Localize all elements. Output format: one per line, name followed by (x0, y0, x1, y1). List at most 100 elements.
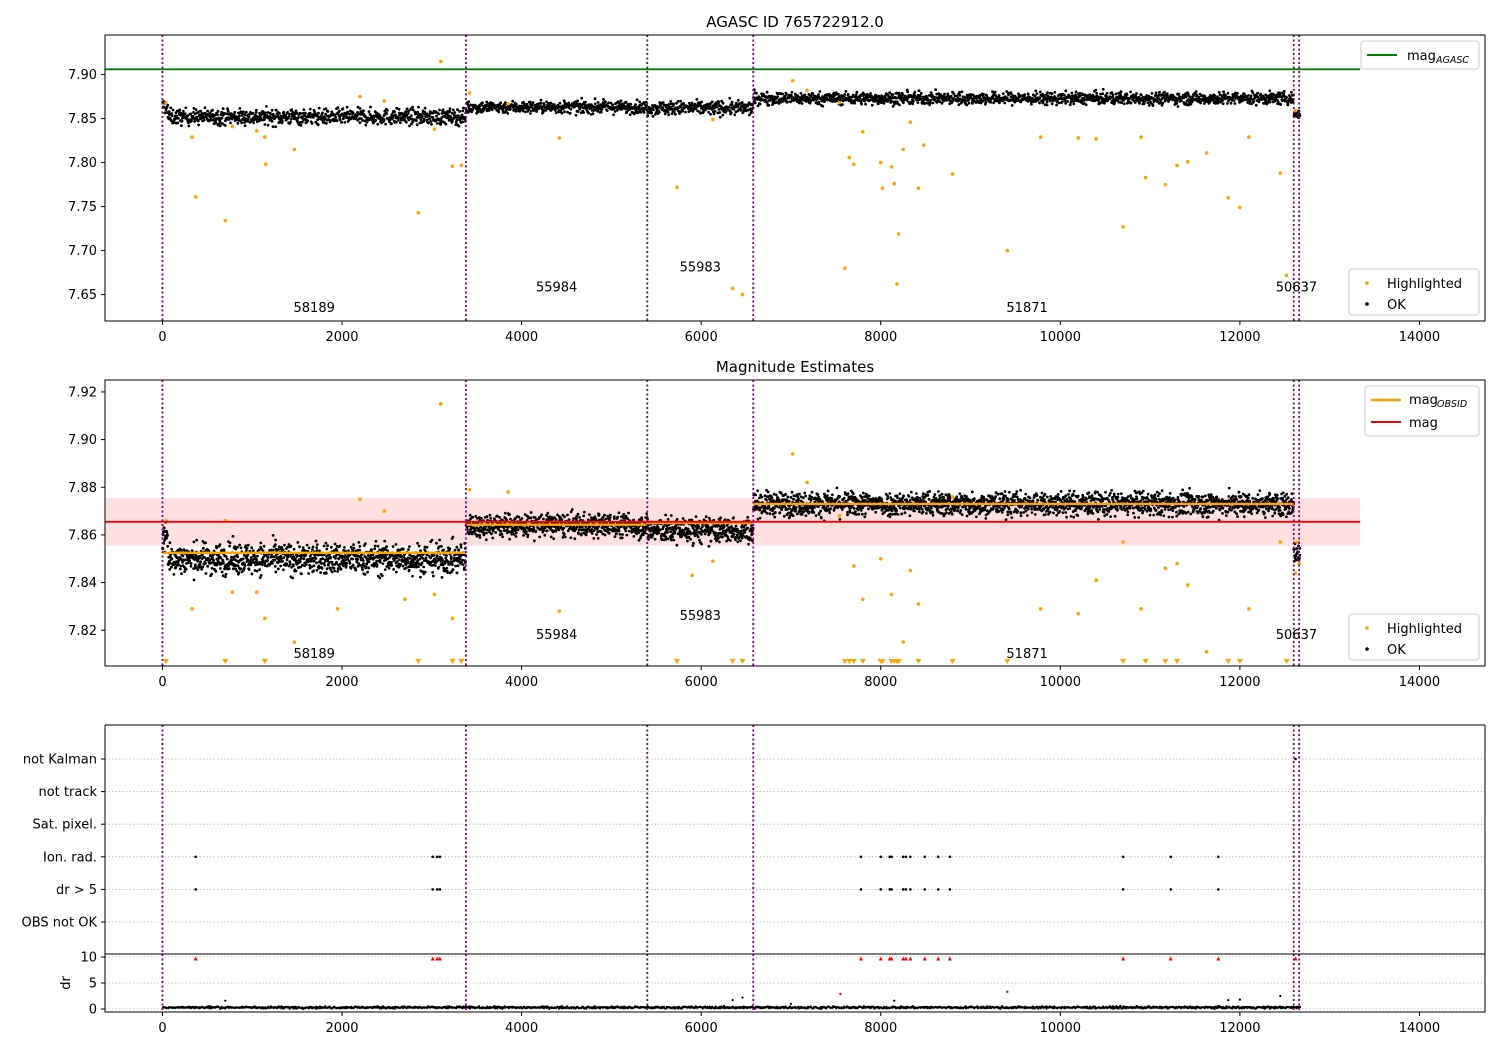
agasc-highlighted-point (790, 78, 795, 83)
agasc-highlighted-point (164, 100, 168, 105)
agasc-ok-point (1041, 100, 1045, 104)
estimates-ok-point (421, 556, 425, 560)
agasc-highlighted-point (740, 292, 745, 297)
agasc-highlighted-point (730, 286, 735, 291)
agasc-ok-point (243, 113, 247, 117)
agasc-ok-point (223, 124, 227, 127)
agasc-ok-point (1214, 101, 1218, 105)
estimates-ok-point (315, 543, 319, 546)
agasc-ok-point (286, 110, 289, 114)
agasc-ok-point (191, 114, 195, 118)
agasc-ok-point (631, 107, 635, 110)
estimates-ok-point (180, 572, 183, 576)
estimates-ok-point (279, 564, 282, 568)
estimates-ok-point (244, 544, 248, 548)
agasc-ok-point (690, 101, 694, 105)
estimates-ok-point (563, 515, 566, 519)
estimates-ok-point (390, 561, 393, 564)
estimates-ok-point (201, 547, 205, 550)
agasc-ok-point (216, 110, 220, 113)
agasc-ok-point (477, 110, 480, 114)
estimates-ok-point (356, 557, 359, 561)
agasc-ok-point (224, 119, 227, 123)
estimates-ok-point (455, 545, 459, 549)
agasc-ok-point (657, 110, 661, 114)
estimates-ok-point (592, 537, 596, 540)
agasc-ok-point (179, 111, 183, 115)
agasc-ok-point (785, 93, 788, 96)
agasc-highlighted-point (1005, 248, 1010, 253)
estimates-ok-point (520, 517, 524, 520)
agasc-ok-point (461, 120, 465, 124)
estimates-ok-point (580, 532, 583, 536)
estimates-ok-point (312, 569, 316, 573)
agasc-ok-point (451, 119, 454, 123)
estimates-ok-point (609, 513, 612, 517)
agasc-ok-point (913, 90, 917, 94)
agasc-highlighted-point (852, 162, 856, 167)
agasc-ok-point (1159, 99, 1163, 102)
agasc-ok-point (711, 104, 715, 108)
agasc-ok-point (709, 112, 712, 116)
agasc-ok-point (429, 120, 433, 123)
estimates-ok-point (214, 569, 218, 573)
agasc-ok-point (721, 101, 725, 105)
agasc-ok-point (254, 108, 258, 112)
agasc-ok-point (1242, 92, 1246, 96)
agasc-ok-point (549, 101, 553, 105)
agasc-ok-point (563, 110, 566, 114)
estimates-ok-point (206, 564, 210, 568)
estimates-ok-point (236, 545, 239, 549)
agasc-ok-point (1276, 100, 1280, 103)
agasc-highlighted-point (950, 172, 955, 176)
estimates-ok-point (604, 517, 608, 521)
agasc-ok-point (345, 105, 349, 109)
estimates-ok-point (295, 555, 299, 558)
agasc-ok-point (958, 93, 962, 97)
agasc-ok-point (634, 103, 637, 106)
agasc-ok-point (1211, 98, 1215, 102)
agasc-ok-point (1279, 103, 1283, 106)
agasc-ok-point (1094, 88, 1098, 92)
agasc-ok-point (568, 111, 572, 115)
estimates-ok-point (239, 546, 243, 550)
estimates-ok-point (174, 565, 178, 569)
agasc-ok-point (993, 90, 997, 94)
agasc-ok-point (645, 104, 649, 108)
estimates-ok-point (595, 533, 598, 536)
agasc-ok-point (624, 107, 627, 111)
estimates-ok-point (459, 543, 463, 546)
agasc-ok-point (446, 116, 450, 120)
agasc-ok-point (523, 110, 527, 114)
agasc-ok-point (960, 90, 964, 94)
agasc-ok-point (238, 114, 241, 118)
agasc-highlighted-point (889, 165, 894, 169)
agasc-ok-point (1120, 101, 1124, 105)
estimates-ok-point (311, 545, 315, 549)
estimates-ok-point (424, 556, 428, 560)
agasc-ok-point (415, 119, 418, 123)
agasc-ok-point (642, 111, 646, 114)
agasc-ok-point (362, 109, 365, 113)
estimates-ok-point (358, 548, 361, 552)
agasc-ok-point (730, 100, 734, 104)
agasc-ok-point (336, 106, 340, 109)
estimates-ok-point (446, 560, 450, 564)
estimates-ok-point (201, 565, 205, 569)
agasc-ok-point (278, 112, 281, 115)
estimates-ok-point (435, 554, 439, 558)
agasc-ok-point (828, 94, 831, 98)
agasc-highlighted-point (416, 210, 421, 215)
agasc-ok-point (1154, 93, 1157, 97)
estimates-ok-point (296, 541, 300, 544)
agasc-ok-point (787, 96, 791, 100)
agasc-ok-point (458, 110, 461, 113)
agasc-ok-point (1176, 105, 1180, 108)
agasc-xtick-label: 2000 (325, 330, 358, 345)
agasc-ok-point (455, 118, 459, 122)
estimates-ok-point (498, 515, 501, 519)
estimates-ok-point (563, 535, 567, 539)
estimates-ok-point (196, 568, 200, 572)
agasc-ok-point (957, 103, 961, 107)
agasc-ok-point (382, 118, 386, 121)
